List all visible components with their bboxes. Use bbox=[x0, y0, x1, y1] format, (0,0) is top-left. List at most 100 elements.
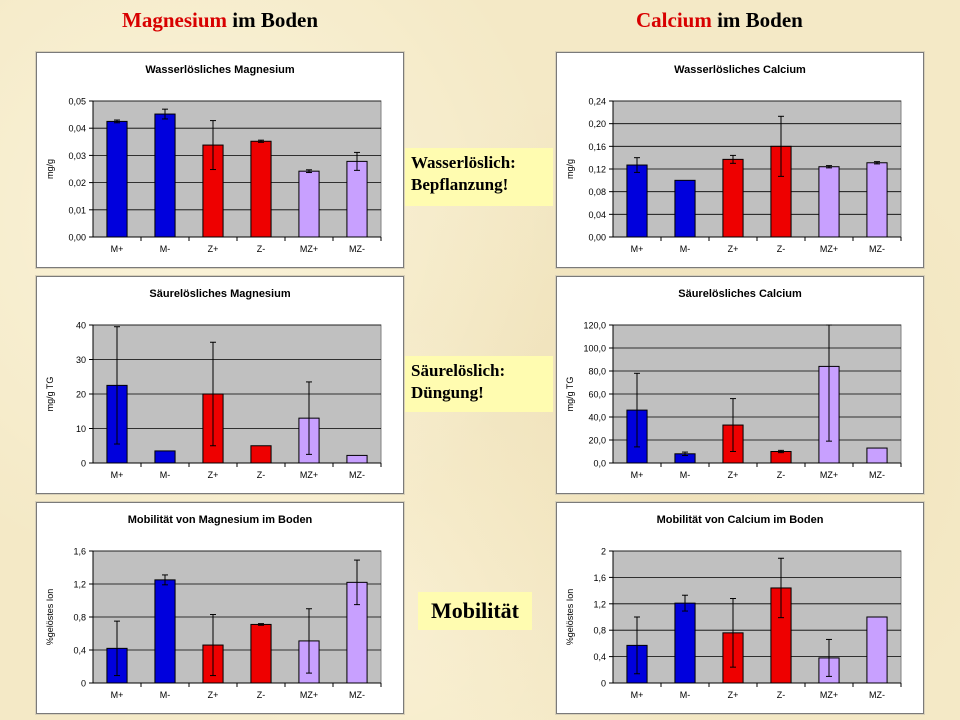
header-calcium: Calcium im Boden bbox=[636, 8, 803, 33]
ca-water-ylabel: mg/g bbox=[565, 159, 575, 179]
ca-water-bar-4 bbox=[818, 166, 840, 238]
chart-ca-mobility: Mobilität von Calcium im Boden 0 0,4 0,8 1,2… bbox=[556, 502, 924, 714]
header-magnesium: Magnesium im Boden bbox=[122, 8, 318, 33]
ca-water-xtick-label: MZ+ bbox=[820, 244, 838, 254]
mg-acid-ylabel: mg/g TG bbox=[45, 377, 55, 412]
mg-water-bar-0 bbox=[106, 120, 128, 238]
mg-acid-bar-1 bbox=[154, 450, 176, 464]
mg-water-ytick-label: 0,02 bbox=[68, 178, 86, 188]
ca-acid-xtick-label: M- bbox=[680, 470, 691, 480]
mg-water-ytick-label: 0,04 bbox=[68, 124, 86, 134]
mg-acid-ytick-label: 40 bbox=[76, 321, 86, 331]
ca-water-ytick-label: 0,20 bbox=[588, 119, 606, 129]
mg-mob-bar-1 bbox=[154, 579, 176, 684]
ca-mob-ylabel: %gelöstes Ion bbox=[565, 589, 575, 646]
note-water-line1: Wasserlöslich: bbox=[411, 153, 516, 172]
note-mobility-label: Mobilität bbox=[431, 598, 519, 623]
ca-mob-xtick-label: MZ- bbox=[869, 690, 885, 700]
ca-mob-xtick-label: M- bbox=[680, 690, 691, 700]
ca-water-svg: Wasserlösliches Calcium 0,00 0,04 0,08 0,12 0… bbox=[565, 64, 902, 254]
mg-water-xtick-label: M+ bbox=[111, 244, 124, 254]
mg-mob-xtick-label: MZ+ bbox=[300, 690, 318, 700]
ca-mob-ytick-label: 0 bbox=[601, 679, 606, 689]
mg-mob-ytick-label: 0,8 bbox=[73, 613, 86, 623]
ca-water-xtick-label: MZ- bbox=[869, 244, 885, 254]
ca-mob-xtick-label: M+ bbox=[631, 690, 644, 700]
note-mobility: Mobilität bbox=[418, 592, 532, 630]
ca-acid-xtick-label: MZ- bbox=[869, 470, 885, 480]
note-water-line2: Bepflanzung! bbox=[411, 175, 509, 194]
chart-ca-acid: Säurelösliches Calcium 0,0 20,0 40,0 60,0 80,… bbox=[556, 276, 924, 494]
header-magnesium-accent: Magnesium bbox=[122, 8, 227, 32]
mg-water-ylabel: mg/g bbox=[45, 159, 55, 179]
note-acid: Säurelöslich: Düngung! bbox=[405, 356, 553, 412]
mg-water-xtick-label: Z+ bbox=[208, 244, 219, 254]
ca-acid-bar-3 bbox=[770, 451, 792, 464]
ca-acid-bar-5 bbox=[866, 447, 888, 464]
ca-acid-ytick-label: 120,0 bbox=[583, 321, 606, 331]
ca-water-ytick-label: 0,12 bbox=[588, 165, 606, 175]
ca-water-bar-2 bbox=[722, 158, 744, 238]
ca-acid-title: Säurelösliches Calcium bbox=[678, 288, 802, 300]
mg-acid-title: Säurelösliches Magnesium bbox=[149, 288, 290, 300]
ca-water-ytick-label: 0,24 bbox=[588, 97, 606, 107]
ca-acid-ytick-label: 60,0 bbox=[588, 390, 606, 400]
mg-water-xtick-label: MZ- bbox=[349, 244, 365, 254]
mg-mob-ytick-label: 1,2 bbox=[73, 580, 86, 590]
mg-acid-xtick-label: M+ bbox=[111, 470, 124, 480]
mg-water-ytick-label: 0,00 bbox=[68, 233, 86, 243]
ca-mob-bar-1 bbox=[674, 602, 696, 684]
header-calcium-rest: im Boden bbox=[711, 8, 803, 32]
mg-water-title: Wasserlösliches Magnesium bbox=[145, 64, 295, 76]
ca-water-ytick-label: 0,00 bbox=[588, 233, 606, 243]
chart-mg-acid: Säurelösliches Magnesium 0 10 20 30 40 mg/g TG… bbox=[36, 276, 404, 494]
mg-water-ytick-label: 0,03 bbox=[68, 151, 86, 161]
mg-water-bar-1 bbox=[154, 113, 176, 238]
mg-water-bar-4 bbox=[298, 170, 320, 238]
ca-acid-ytick-label: 0,0 bbox=[593, 459, 606, 469]
ca-mob-title: Mobilität von Calcium im Boden bbox=[657, 514, 824, 526]
ca-acid-xtick-label: Z- bbox=[777, 470, 786, 480]
ca-water-bar-0 bbox=[626, 164, 648, 238]
mg-water-bar-3 bbox=[250, 140, 272, 238]
ca-mob-ytick-label: 0,8 bbox=[593, 626, 606, 636]
ca-water-ytick-label: 0,08 bbox=[588, 187, 606, 197]
mg-acid-bar-3 bbox=[250, 445, 272, 464]
ca-acid-ylabel: mg/g TG bbox=[565, 377, 575, 412]
chart-mg-water: Wasserlösliches Magnesium 0,00 0,01 0,02 0,0… bbox=[36, 52, 404, 268]
mg-water-svg: Wasserlösliches Magnesium 0,00 0,01 0,02 0,0… bbox=[45, 64, 382, 254]
ca-water-bar-1 bbox=[674, 179, 696, 238]
mg-acid-ytick-label: 30 bbox=[76, 355, 86, 365]
ca-water-bar-5 bbox=[866, 162, 888, 238]
mg-acid-ytick-label: 0 bbox=[81, 459, 86, 469]
ca-mob-plot-area bbox=[612, 550, 902, 684]
chart-ca-water: Wasserlösliches Calcium 0,00 0,04 0,08 0,12 0… bbox=[556, 52, 924, 268]
mg-mob-ytick-label: 0 bbox=[81, 679, 86, 689]
mg-acid-svg: Säurelösliches Magnesium 0 10 20 30 40 mg/g TG… bbox=[45, 288, 382, 480]
ca-water-xtick-label: Z+ bbox=[728, 244, 739, 254]
ca-mob-xtick-label: MZ+ bbox=[820, 690, 838, 700]
mg-mob-xtick-label: M+ bbox=[111, 690, 124, 700]
ca-acid-ytick-label: 80,0 bbox=[588, 367, 606, 377]
ca-mob-svg: Mobilität von Calcium im Boden 0 0,4 0,8 1,2… bbox=[565, 514, 902, 700]
ca-water-xtick-label: M- bbox=[680, 244, 691, 254]
ca-water-xtick-label: M+ bbox=[631, 244, 644, 254]
mg-acid-xtick-label: MZ+ bbox=[300, 470, 318, 480]
mg-mob-ytick-label: 1,6 bbox=[73, 547, 86, 557]
ca-mob-xtick-label: Z+ bbox=[728, 690, 739, 700]
header-calcium-accent: Calcium bbox=[636, 8, 712, 32]
ca-water-title: Wasserlösliches Calcium bbox=[674, 64, 806, 76]
header-magnesium-rest: im Boden bbox=[227, 8, 319, 32]
mg-mob-ytick-label: 0,4 bbox=[73, 646, 86, 656]
mg-water-ytick-label: 0,05 bbox=[68, 97, 86, 107]
mg-mob-xtick-label: Z- bbox=[257, 690, 266, 700]
mg-mob-ylabel: %gelöstes Ion bbox=[45, 589, 55, 646]
note-acid-line1: Säurelöslich: bbox=[411, 361, 506, 380]
ca-acid-svg: Säurelösliches Calcium 0,0 20,0 40,0 60,0 80,… bbox=[565, 288, 902, 480]
ca-acid-ytick-label: 40,0 bbox=[588, 413, 606, 423]
mg-mob-xtick-label: MZ- bbox=[349, 690, 365, 700]
ca-mob-xtick-label: Z- bbox=[777, 690, 786, 700]
ca-acid-xtick-label: Z+ bbox=[728, 470, 739, 480]
ca-water-ytick-label: 0,04 bbox=[588, 210, 606, 220]
mg-acid-ytick-label: 20 bbox=[76, 390, 86, 400]
